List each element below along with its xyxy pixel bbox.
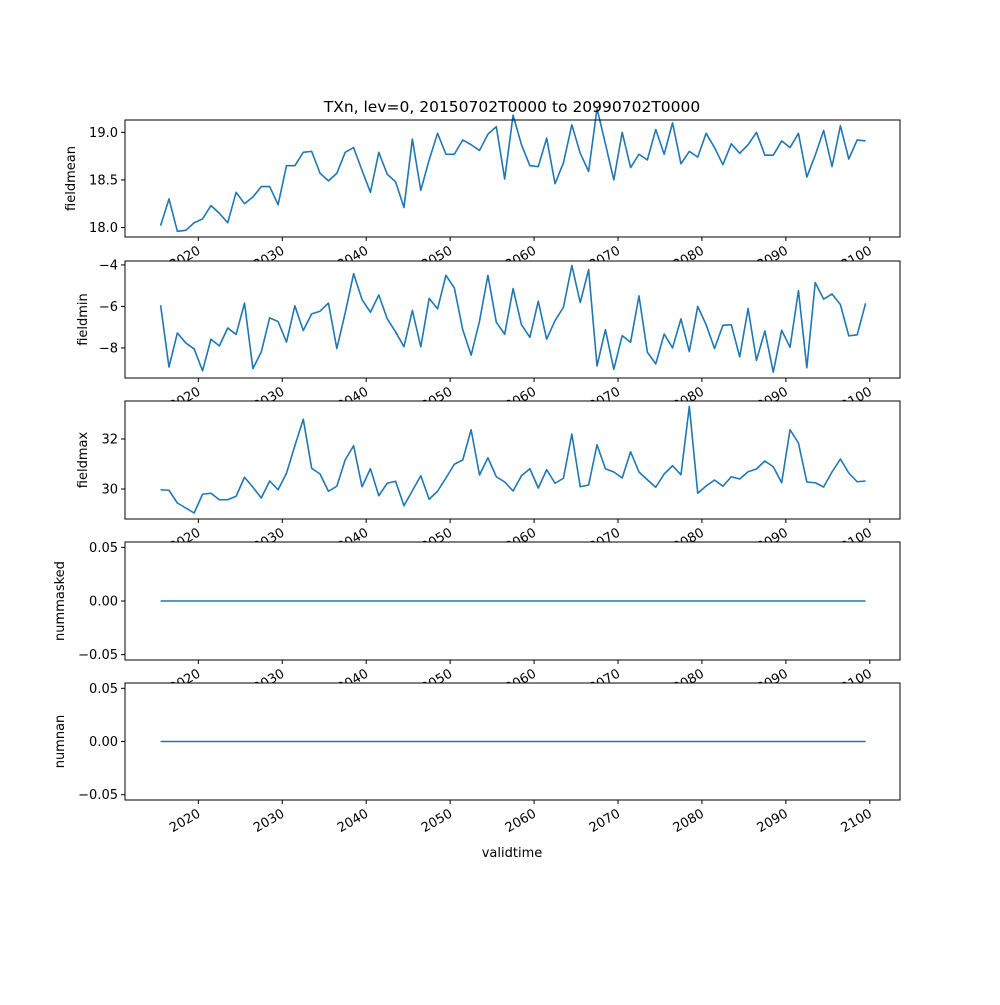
- y-axis-label-nummasked: nummasked: [53, 561, 68, 641]
- x-tick-label: 2070: [587, 806, 623, 836]
- y-tick-label: 30: [101, 483, 118, 498]
- y-tick-label: −6: [99, 300, 118, 315]
- y-tick-label: −8: [99, 341, 118, 356]
- panel-numnan: −0.05 0.00 0.05 2020 2030 2040 2050 2060 2070 208…: [53, 682, 901, 836]
- y-tick-label: 19.0: [89, 126, 118, 141]
- x-tick-label: 2050: [419, 806, 455, 836]
- x-tick-label: 2080: [671, 806, 707, 836]
- y-tick-label: 0.00: [89, 595, 118, 610]
- y-axis-label-fieldmin: fieldmin: [76, 293, 91, 346]
- y-axis-label-fieldmax: fieldmax: [76, 432, 91, 489]
- y-tick-label: 18.5: [89, 173, 118, 188]
- x-tick-label: 2040: [335, 806, 371, 836]
- series-line-fieldmax: [160, 405, 866, 514]
- x-tick-label: 2100: [839, 806, 875, 836]
- x-tick-label: 2020: [167, 806, 203, 836]
- y-tick-label: −0.05: [78, 788, 118, 803]
- series-line-fieldmin: [159, 264, 867, 373]
- axes-background: [125, 261, 900, 378]
- y-tick-label: 0.00: [89, 735, 118, 750]
- y-tick-label: 18.0: [89, 221, 118, 236]
- y-tick-label: 32: [101, 433, 118, 448]
- y-tick-label: 0.05: [89, 541, 118, 556]
- x-tick-label: 2090: [755, 806, 791, 836]
- axes-background: [125, 401, 900, 519]
- y-tick-label: −0.05: [78, 648, 118, 663]
- y-tick-label: 0.05: [89, 682, 118, 697]
- x-tick-label: 2030: [251, 806, 287, 836]
- y-tick-label: −4: [99, 258, 118, 273]
- x-tick-label: 2060: [503, 806, 539, 836]
- axes-frame: [124, 119, 901, 238]
- axes-frame: [124, 400, 901, 520]
- chart-title: TXn, lev=0, 20150702T0000 to 20990702T00…: [323, 98, 701, 116]
- y-axis-label-numnan: numnan: [53, 715, 68, 769]
- axes-background: [125, 120, 900, 237]
- y-axis-label-fieldmean: fieldmean: [64, 146, 79, 211]
- series-line-fieldmean: [159, 107, 866, 233]
- x-axis-label: validtime: [482, 846, 543, 861]
- axes-frame: [124, 260, 901, 379]
